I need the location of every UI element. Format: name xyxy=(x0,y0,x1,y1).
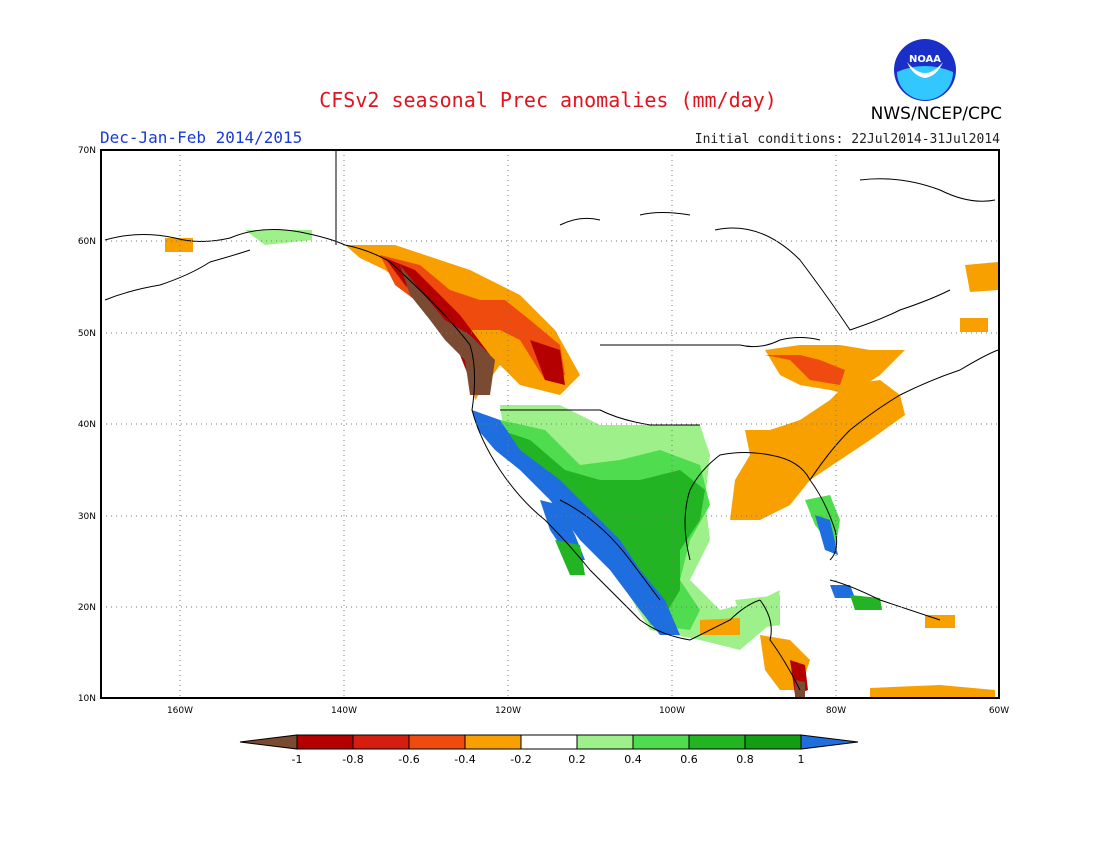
season-label: Dec-Jan-Feb 2014/2015 xyxy=(100,128,303,147)
lon-labels: 160W 140W 120W 100W 80W 60W xyxy=(167,706,1009,716)
colorbar-label: 1 xyxy=(798,753,805,766)
map-body xyxy=(101,150,999,698)
colorbar-m1-m08 xyxy=(296,734,354,750)
noaa-logo: NOAA xyxy=(894,39,956,101)
lon-label-100w: 100W xyxy=(659,706,685,716)
colorbar-m04-m02 xyxy=(464,734,522,750)
colorbar-p08-1 xyxy=(744,734,802,750)
colorbar-m06-m04 xyxy=(408,734,466,750)
colorbar-labels: -1 -0.8 -0.6 -0.4 -0.2 0.2 0.4 0.6 0.8 1 xyxy=(292,753,805,766)
lon-label-140w: 140W xyxy=(331,706,357,716)
colorbar-lt-m1 xyxy=(239,734,298,750)
colorbar-m08-m06 xyxy=(352,734,410,750)
colorbar-label: -0.8 xyxy=(342,753,363,766)
colorbar-label: -0.6 xyxy=(398,753,419,766)
colorbar-p02-04 xyxy=(576,734,634,750)
lon-label-120w: 120W xyxy=(495,706,521,716)
lat-label-60n: 60N xyxy=(78,237,96,247)
lat-label-50n: 50N xyxy=(78,329,96,339)
colorbar-label: 0.4 xyxy=(624,753,642,766)
colorbar-label: -0.4 xyxy=(454,753,475,766)
org-label: NWS/NCEP/CPC xyxy=(870,104,1002,124)
colorbar-p04-06 xyxy=(632,734,690,750)
colorbar-label: -0.2 xyxy=(510,753,531,766)
logo-text: NOAA xyxy=(909,54,941,65)
lat-label-20n: 20N xyxy=(78,603,96,613)
colorbar-label: 0.2 xyxy=(568,753,586,766)
colorbar-label: 0.6 xyxy=(680,753,698,766)
colorbar-gt-1 xyxy=(800,734,859,750)
anomaly-shading xyxy=(165,230,998,698)
initial-conditions-label: Initial conditions: 22Jul2014-31Jul2014 xyxy=(694,132,1000,147)
lon-label-80w: 80W xyxy=(826,706,846,716)
colorbar-p06-08 xyxy=(688,734,746,750)
lat-label-30n: 30N xyxy=(78,512,96,522)
map-frame xyxy=(100,149,1000,699)
colorbar-m02-02 xyxy=(520,734,578,750)
lat-label-10n: 10N xyxy=(78,694,96,704)
colorbar xyxy=(239,734,859,750)
lon-label-160w: 160W xyxy=(167,706,193,716)
colorbar-label: -1 xyxy=(292,753,303,766)
lon-label-60w: 60W xyxy=(989,706,1009,716)
colorbar-label: 0.8 xyxy=(736,753,754,766)
lat-label-70n: 70N xyxy=(78,146,96,156)
lat-labels: 70N 60N 50N 40N 30N 20N 10N xyxy=(78,146,96,704)
map-title: CFSv2 seasonal Prec anomalies (mm/day) xyxy=(319,88,777,112)
lat-label-40n: 40N xyxy=(78,420,96,430)
coastlines xyxy=(104,178,999,691)
